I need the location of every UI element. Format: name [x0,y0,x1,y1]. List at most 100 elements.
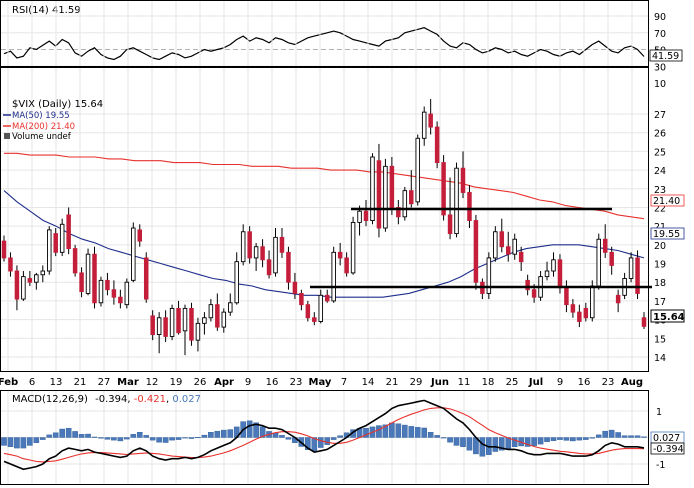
macd-histogram-bar [195,437,201,439]
macd-histogram-bar [259,426,266,438]
macd-histogram-bar [330,437,337,440]
macd-histogram-bar [382,424,389,438]
price-tick-label: 23 [654,185,666,196]
candle-body [324,294,330,302]
price-tick-label: 20 [654,241,666,252]
ma200-badge-label: 21.40 [653,196,680,207]
candle-body [8,257,13,272]
volume-legend: Volume undef [12,132,72,142]
price-tick-label: 14 [654,353,666,364]
candle-body [234,261,239,304]
date-label: 11 [458,377,471,388]
macd-histogram-bar [363,428,369,438]
macd-value-badge [650,442,685,455]
macd-histogram-bar [27,437,33,446]
candle-body [467,192,472,221]
macd-line [3,399,645,471]
candle-body [337,251,343,259]
candle-body [564,287,569,306]
date-label: 21 [386,377,399,388]
candle-body [512,238,517,255]
candle-body [163,317,168,337]
macd-histogram-bar [395,423,402,438]
candle-body [434,126,440,164]
candle-body [53,233,58,253]
rsi-legend: RSI(14) 41.59 [12,5,81,16]
candle-body [150,315,155,336]
candle-body [383,165,388,229]
macd-histogram-bar [14,437,20,449]
last-price-badge [650,309,685,323]
macd-histogram-bar [227,429,234,438]
ma50-line [3,190,645,298]
rsi-last-badge [649,49,683,62]
macd-histogram-bar [279,435,285,438]
candle-body [525,279,530,291]
candle-body [221,311,227,328]
candle-body [98,279,104,304]
candle-body [279,236,285,253]
candle-body [228,302,233,313]
date-label: 16 [266,377,279,388]
candle-body [486,257,492,294]
macd-hist-label: 0.027 [653,433,680,444]
rsi-tick-label: 30 [654,62,666,73]
macd-histogram-bar [175,437,182,440]
candle-body [557,259,563,289]
last-price-label: 15.64 [653,312,685,323]
price-panel: $VIX (Daily) 15.64 MA(50) 19.55 MA(200) … [0,1,685,484]
date-label: Jun [430,377,449,388]
candle-body [389,165,395,208]
macd-histogram-bar [317,437,324,448]
date-label: 21 [74,377,87,388]
candle-body [260,246,265,261]
date-label: Jul [528,377,543,388]
date-label: 16 [578,377,591,388]
rsi-tick-label: 90 [654,12,666,23]
date-label: May [309,377,332,388]
macd-histogram-bar [143,435,150,438]
macd-legend-sep2: , [166,394,172,405]
candle-body [602,238,608,253]
rsi-tick-label: 70 [654,29,666,40]
macd-histogram-bar [466,437,473,451]
candle-body [570,304,576,313]
candle-body [305,304,311,319]
macd-histogram-bar [563,437,570,441]
candle-body [92,253,97,304]
candle-body [21,276,26,300]
candle-body [124,281,130,306]
candle-body [551,259,556,272]
price-grid [1,1,648,484]
candle-body [499,231,505,248]
candle-body [240,231,246,263]
macd-signal-line [3,407,645,463]
macd-histogram-bar [460,437,466,447]
macd-histogram-bar [505,437,512,450]
ma50-legend: MA(50) 19.55 [12,111,70,121]
macd-histogram-bar [408,426,415,438]
candle-body [195,322,201,341]
candle-body [628,257,634,279]
macd-panel: MACD(12,26,9) -0.394, -0.421, 0.027 10-1… [0,390,685,485]
ma200-line [4,152,645,220]
ma200-badge [650,194,685,207]
macd-histogram-bar [78,434,85,438]
candle-body [47,229,52,272]
price-tick-label: 18 [654,278,666,289]
candle-body [176,307,181,334]
candle-body [350,221,356,274]
macd-histogram-bar [376,425,382,438]
macd-legend-sep1: , [127,394,133,405]
candle-body [415,137,420,203]
macd-histogram-bar [621,435,628,438]
ma200-legend: MA(200) 21.40 [12,122,75,132]
candle-body [641,317,647,327]
candle-body [396,207,401,218]
candle-body [292,281,298,294]
macd-histogram-bar [421,427,428,438]
candle-body [111,289,117,298]
macd-histogram-bar [208,432,214,438]
candle-body [473,220,479,283]
macd-histogram-bar [98,437,104,439]
